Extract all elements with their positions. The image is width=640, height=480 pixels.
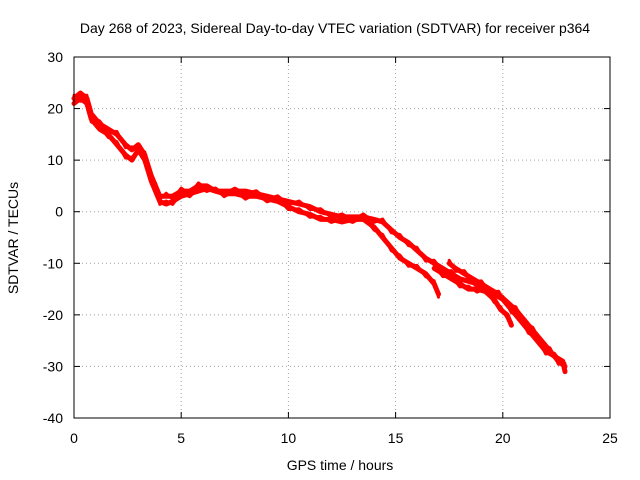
y-tick-label: 0 xyxy=(55,204,63,220)
y-tick-label: -20 xyxy=(43,307,63,323)
plot-frame xyxy=(73,56,611,419)
x-tick-label: 20 xyxy=(495,430,511,446)
x-tick-label: 15 xyxy=(388,430,404,446)
x-axis-label: GPS time / hours xyxy=(287,457,394,473)
x-tick-label: 0 xyxy=(70,430,78,446)
x-tick-label: 10 xyxy=(281,430,297,446)
series-trace-c-spread xyxy=(447,258,567,366)
x-tick-label: 5 xyxy=(177,430,185,446)
y-tick-label: -30 xyxy=(43,358,63,374)
grid xyxy=(74,57,610,418)
chart-title: Day 268 of 2023, Sidereal Day-to-day VTE… xyxy=(80,20,590,36)
y-tick-label: -10 xyxy=(43,255,63,271)
y-tick-label: 10 xyxy=(47,152,63,168)
series-trace-b-spread xyxy=(72,98,440,299)
y-tick-label: -40 xyxy=(43,410,63,426)
series-trace-a xyxy=(71,90,568,375)
y-tick-label: 30 xyxy=(47,49,63,65)
x-tick-label: 25 xyxy=(602,430,618,446)
y-axis-label: SDTVAR / TECUs xyxy=(5,182,21,294)
series-layer xyxy=(71,90,568,375)
series-trace-d-spread xyxy=(432,263,513,324)
y-tick-label: 20 xyxy=(47,101,63,117)
axis-ticks: 0 5 10 15 20 25 -40 -30 -20 -10 0 10 20 30 xyxy=(43,49,618,446)
series-trace-a-spread xyxy=(72,93,567,371)
series-trace-b xyxy=(71,95,441,297)
